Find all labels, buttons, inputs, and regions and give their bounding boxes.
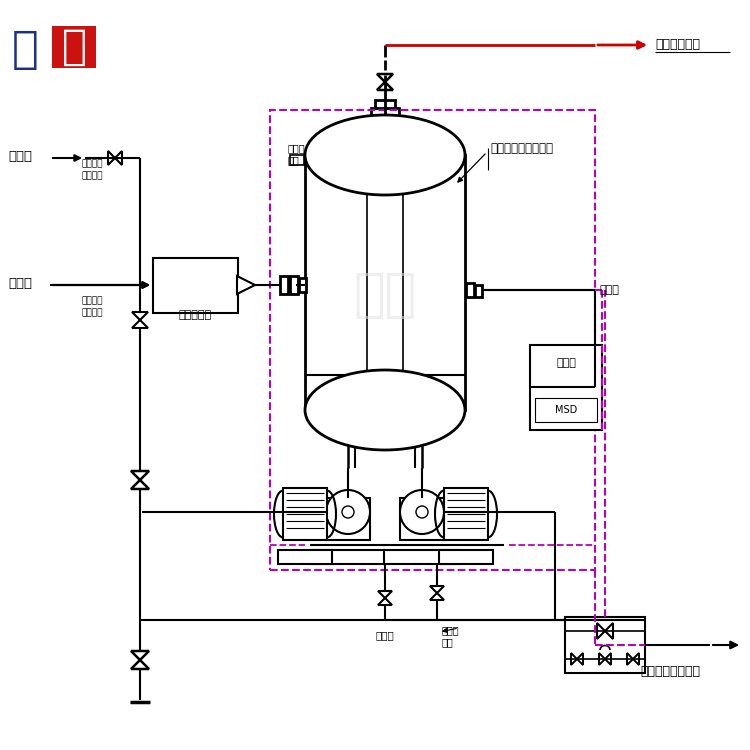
Polygon shape (599, 653, 605, 665)
Polygon shape (597, 623, 605, 639)
Circle shape (416, 506, 428, 518)
Polygon shape (132, 312, 148, 320)
Bar (439, 550, 493, 564)
Text: 闸阀: 闸阀 (442, 637, 454, 647)
Bar (289, 278, 296, 292)
Bar (153, 258, 238, 313)
Bar (400, 498, 444, 540)
Text: 励: 励 (12, 28, 39, 71)
Text: 排污阀: 排污阀 (376, 630, 394, 640)
Text: 闭式冷凝水回收装置: 闭式冷凝水回收装置 (490, 142, 553, 154)
Bar (290, 155, 304, 165)
Text: 疏检测口: 疏检测口 (82, 308, 104, 317)
Polygon shape (378, 591, 392, 598)
Bar (52, 26, 96, 68)
Text: 疏检测口: 疏检测口 (82, 171, 104, 180)
Ellipse shape (305, 115, 465, 195)
Polygon shape (633, 653, 639, 665)
Text: 控制柜: 控制柜 (556, 358, 576, 368)
Polygon shape (131, 471, 149, 480)
Circle shape (342, 506, 354, 518)
Bar (305, 410, 465, 450)
Bar (283, 488, 327, 540)
Text: 疏结水排: 疏结水排 (82, 159, 104, 168)
Text: 进: 进 (62, 26, 86, 68)
Polygon shape (377, 82, 393, 90)
Text: 多路共网器: 多路共网器 (178, 310, 212, 320)
Bar (565, 617, 645, 673)
Bar (375, 100, 395, 108)
Bar (371, 108, 399, 116)
Polygon shape (108, 151, 115, 165)
Polygon shape (430, 586, 444, 593)
Polygon shape (430, 593, 444, 600)
Polygon shape (605, 653, 611, 665)
Polygon shape (132, 320, 148, 328)
Bar (535, 398, 597, 422)
Text: 闪蒸气再利用: 闪蒸气再利用 (655, 38, 700, 52)
Text: 疏结水排: 疏结水排 (82, 296, 104, 305)
Bar (326, 498, 370, 540)
Bar (290, 276, 298, 294)
Polygon shape (115, 151, 122, 165)
Text: MSD: MSD (555, 405, 578, 415)
Bar (270, 110, 595, 570)
Polygon shape (131, 660, 149, 669)
Polygon shape (605, 623, 613, 639)
Text: 接口: 接口 (288, 155, 300, 165)
Bar (475, 285, 482, 297)
Polygon shape (571, 653, 577, 665)
Text: 止回阀: 止回阀 (442, 625, 460, 635)
Bar (362, 160, 408, 170)
Polygon shape (577, 653, 583, 665)
Bar (305, 155, 465, 410)
Bar (384, 550, 460, 564)
Text: 励进: 励进 (353, 269, 417, 321)
Text: 冷凝水: 冷凝水 (8, 150, 32, 163)
Bar (362, 392, 408, 402)
Polygon shape (131, 651, 149, 660)
Polygon shape (627, 653, 633, 665)
Bar (530, 345, 602, 430)
Text: 冷凝水输出再利用: 冷凝水输出再利用 (640, 665, 700, 678)
Bar (299, 278, 306, 292)
Circle shape (326, 490, 370, 534)
Polygon shape (237, 276, 255, 294)
Ellipse shape (305, 370, 465, 450)
Text: 冷凝水: 冷凝水 (8, 277, 32, 290)
Bar (444, 488, 488, 540)
Polygon shape (378, 598, 392, 605)
Text: 安全阀: 安全阀 (288, 143, 306, 153)
Text: 备用口: 备用口 (599, 285, 619, 295)
Polygon shape (377, 74, 393, 82)
Polygon shape (131, 480, 149, 489)
Bar (280, 276, 288, 294)
Bar (466, 283, 474, 297)
Circle shape (400, 490, 444, 534)
Bar (310, 550, 386, 564)
Bar (278, 550, 332, 564)
